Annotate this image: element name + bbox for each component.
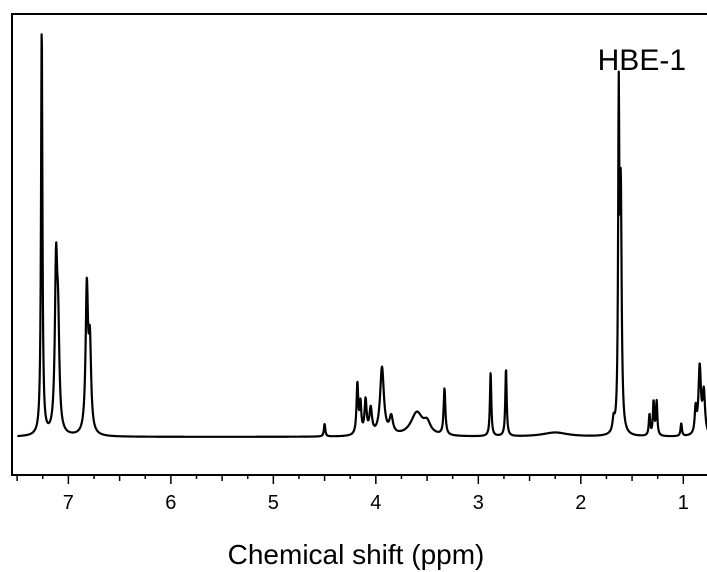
x-tick-label: 2 bbox=[575, 492, 586, 514]
x-axis-tick-labels: 7 6 5 4 3 2 1 bbox=[63, 492, 689, 514]
x-tick-label: 4 bbox=[370, 492, 381, 514]
x-tick-label: 1 bbox=[678, 492, 689, 514]
x-axis-ticks bbox=[16, 475, 685, 484]
sample-label: HBE-1 bbox=[598, 44, 686, 77]
plot-frame bbox=[11, 13, 707, 476]
x-tick-label: 5 bbox=[268, 492, 279, 514]
x-axis-title: Chemical shift (ppm) bbox=[228, 539, 485, 570]
x-tick-label: 7 bbox=[63, 492, 74, 514]
x-tick-label: 3 bbox=[473, 492, 484, 514]
spectrum-line bbox=[16, 33, 707, 438]
x-tick-label: 6 bbox=[165, 492, 176, 514]
